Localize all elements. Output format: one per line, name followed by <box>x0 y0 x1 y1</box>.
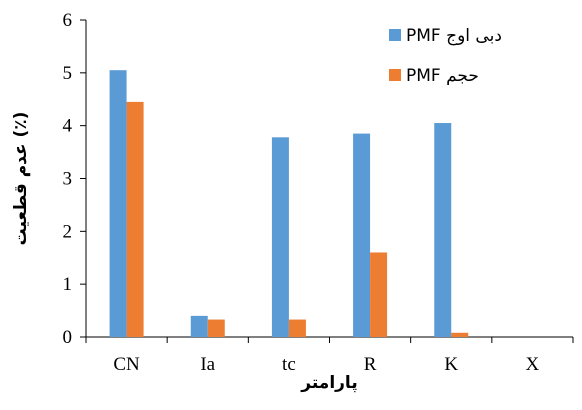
x-tick-label: CN <box>113 354 140 375</box>
y-tick-label: 2 <box>63 221 73 242</box>
bar <box>434 123 452 338</box>
x-tick-label: X <box>526 354 540 375</box>
x-tick-label: tc <box>282 354 296 375</box>
axes <box>80 19 574 343</box>
bar <box>288 319 306 337</box>
y-tick-label: 3 <box>63 169 73 190</box>
bar <box>190 315 208 337</box>
x-axis-title: پارامتر <box>300 373 357 393</box>
x-tick-label: Ia <box>200 354 215 375</box>
bar <box>109 70 127 338</box>
x-tick-label: K <box>444 354 458 375</box>
y-tick-label: 6 <box>63 10 73 31</box>
y-tick-label: 1 <box>63 274 73 295</box>
legend-label: دبی اوج PMF <box>406 26 502 46</box>
y-tick-label: 4 <box>63 116 73 137</box>
bar <box>353 133 371 337</box>
x-tick-label: R <box>364 354 377 375</box>
bar <box>370 252 388 337</box>
bar <box>207 319 225 337</box>
bar <box>126 101 144 338</box>
y-tick-label: 0 <box>63 327 73 348</box>
y-tick-labels: 0 1 2 3 4 5 6 <box>63 10 73 348</box>
legend-swatch <box>389 69 401 81</box>
bar <box>271 137 289 337</box>
legend-label: حجم PMF <box>406 66 479 86</box>
y-axis-title: عدم قطعیت (٪) <box>11 112 31 246</box>
bar <box>451 332 469 337</box>
bars <box>109 70 469 338</box>
legend: دبی اوج PMF حجم PMF <box>389 26 502 86</box>
legend-swatch <box>389 29 401 41</box>
x-tick-labels: CN Ia tc R K X <box>113 354 539 375</box>
y-tick-label: 5 <box>63 63 73 84</box>
